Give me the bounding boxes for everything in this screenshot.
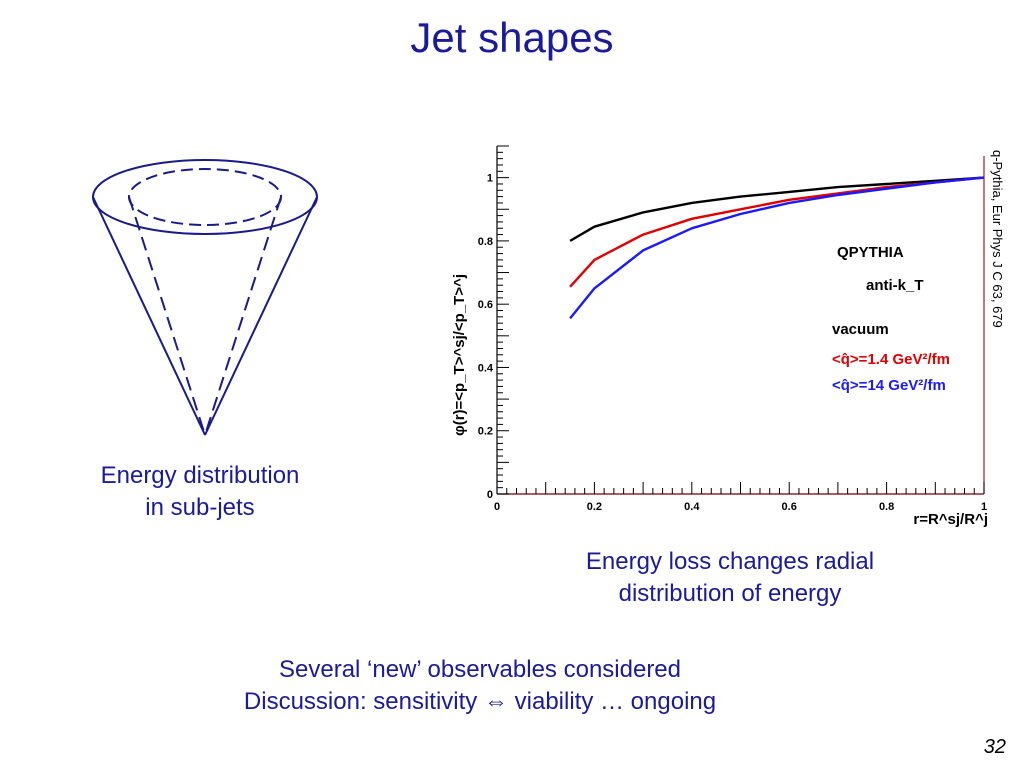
series-lines [569,176,985,320]
x-tick-label: 0.2 [587,501,602,513]
y-tick-label: 0 [487,489,493,501]
chart-caption-line-1: Energy loss changes radial [585,548,875,575]
legend-entry-vacuum: vacuum [832,321,889,338]
chart-caption: Energy loss changes radial distribution … [540,546,920,610]
cone-caption-line-1: Energy distribution [100,462,300,489]
bottom-note-line-2: Discussion: sensitivity ⇔ viability … on… [243,688,717,715]
axis-ticks [496,145,985,495]
series-line-0 [569,176,985,242]
cone-outer [92,159,318,436]
chart-caption-line-2: distribution of energy [618,580,842,607]
x-tick-label: 0 [494,501,500,513]
x-tick-labels: 0 0.2 0.4 0.6 0.8 1 [494,501,987,513]
bottom-note: Several ‘new’ observables considered Dis… [100,654,860,718]
page-number: 32 [983,736,1006,758]
y-tick-label: 0.4 [478,362,494,374]
y-axis-label: φ(r)=<p_T>^sj/<p_T>^j [451,274,468,436]
y-tick-label: 0.6 [478,299,493,311]
legend-title: QPYTHIA [837,244,904,261]
reference-note-container: q-Pythia, Eur Phys J C 63, 679 [985,150,1005,390]
legend: QPYTHIA anti-k_T vacuum <q̂>=1.4 GeV²/fm… [832,244,950,394]
legend-algorithm: anti-k_T [866,277,924,294]
y-tick-label: 0.2 [478,426,493,438]
slide-title: Jet shapes [410,14,614,61]
reference-note: q-Pythia, Eur Phys J C 63, 679 [990,150,1005,328]
x-tick-label: 1 [981,501,987,513]
x-tick-label: 0.6 [782,501,797,513]
cone-caption-line-2: in sub-jets [145,494,255,521]
cone-caption: Energy distribution in sub-jets [60,460,340,524]
x-tick-label: 0.4 [684,501,700,513]
y-tick-label: 0.8 [478,236,493,248]
legend-entry-q14: <q̂>=1.4 GeV²/fm [832,351,950,368]
y-tick-label: 1 [487,173,493,185]
x-tick-label: 0.8 [879,501,894,513]
jet-shape-chart: 0 0.2 0.4 0.6 0.8 1 0 0.2 0.4 0.6 0.8 1 φ(r)=<p_T>… [451,145,988,528]
plot-frame [496,146,985,495]
series-line-2 [569,176,985,320]
x-axis-label: r=R^sj/R^j [913,511,988,528]
legend-entry-q140: <q̂>=14 GeV²/fm [832,377,946,394]
y-tick-labels: 0 0.2 0.4 0.6 0.8 1 [478,173,494,501]
cone-inner-dashed [128,168,282,436]
bottom-note-line-1: Several ‘new’ observables considered [279,656,681,683]
sub-jet-cone-diagram [92,159,318,436]
